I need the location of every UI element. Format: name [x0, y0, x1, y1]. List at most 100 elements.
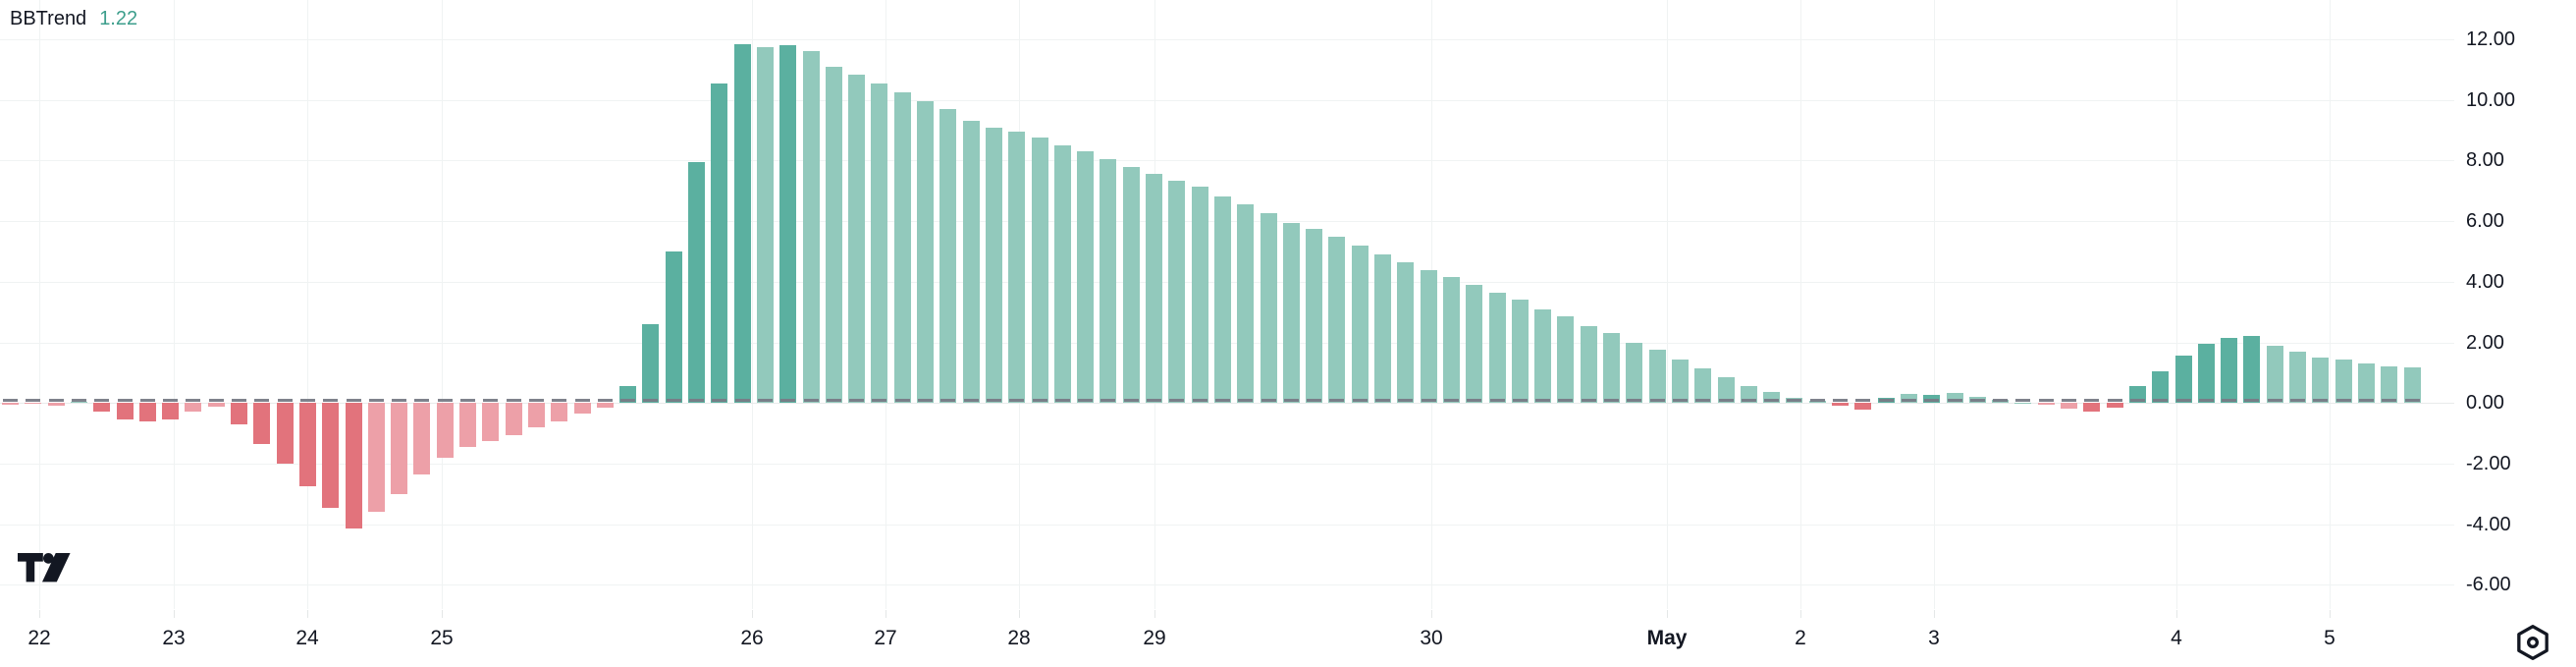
- bar-baseline-tick: [1032, 399, 1047, 403]
- histogram-bar: [138, 403, 156, 422]
- histogram-bar: [231, 403, 247, 424]
- bar-baseline-tick: [666, 399, 681, 403]
- bar-baseline-tick: [94, 399, 110, 403]
- bar-baseline-tick: [2222, 399, 2237, 403]
- price-axis-label: 8.00: [2466, 149, 2504, 172]
- time-axis-tick: [2330, 610, 2331, 618]
- time-axis-tick: [1019, 610, 1020, 618]
- gridline-vertical: [2330, 0, 2331, 609]
- bar-baseline-tick: [1307, 399, 1322, 403]
- bar-baseline-tick: [780, 399, 796, 403]
- bar-baseline-tick: [1443, 399, 1459, 403]
- histogram-bar: [1397, 261, 1415, 404]
- price-axis-label: 6.00: [2466, 210, 2504, 233]
- histogram-bar: [2381, 365, 2398, 404]
- histogram-bar: [1534, 308, 1552, 404]
- histogram-bar: [917, 101, 934, 404]
- histogram-bar: [93, 403, 111, 413]
- histogram-bar: [733, 43, 751, 404]
- bar-baseline-tick: [1123, 399, 1139, 403]
- histogram-bar: [1374, 254, 1391, 404]
- histogram-bar: [253, 403, 271, 444]
- bar-baseline-tick: [1901, 399, 1916, 403]
- time-axis-label: 25: [430, 627, 454, 649]
- gridline-vertical: [1667, 0, 1668, 609]
- histogram-bar: [1191, 186, 1208, 404]
- bar-baseline-tick: [1100, 399, 1116, 403]
- bar-baseline-tick: [1787, 399, 1802, 403]
- bar-baseline-tick: [1169, 399, 1185, 403]
- indicator-legend[interactable]: BBTrend 1.22: [10, 6, 137, 31]
- bar-baseline-tick: [1489, 399, 1505, 403]
- bar-baseline-tick: [1809, 399, 1825, 403]
- histogram-bar: [1923, 394, 1941, 404]
- histogram-bar: [1854, 403, 1872, 411]
- bar-baseline-tick: [232, 399, 246, 403]
- gridline-horizontal: [0, 160, 2454, 162]
- histogram-bar: [1466, 284, 1483, 404]
- histogram-bar: [185, 403, 202, 413]
- bar-baseline-tick: [1078, 399, 1094, 403]
- bar-baseline-tick: [2062, 399, 2076, 403]
- histogram-bar: [1053, 145, 1071, 404]
- bar-baseline-tick: [1947, 399, 1962, 403]
- bar-baseline-tick: [1467, 399, 1482, 403]
- bar-baseline-tick: [71, 399, 86, 403]
- bar-baseline-tick: [323, 399, 339, 403]
- bar-baseline-tick: [643, 399, 659, 403]
- gridline-vertical: [39, 0, 40, 609]
- histogram-bar: [1603, 333, 1620, 404]
- bar-baseline-tick: [414, 399, 430, 403]
- chart-settings-icon[interactable]: [2513, 623, 2552, 662]
- histogram-bar: [2357, 363, 2375, 404]
- histogram-bar: [527, 403, 545, 427]
- histogram-bar: [1420, 269, 1437, 404]
- price-axis-label: 10.00: [2466, 88, 2516, 111]
- histogram-bar: [1122, 166, 1140, 404]
- histogram-bar: [2083, 403, 2101, 413]
- histogram-bar: [1900, 393, 1917, 404]
- histogram-bar: [2174, 356, 2192, 404]
- histogram-bar: [47, 403, 65, 407]
- histogram-bar: [1832, 403, 1849, 407]
- histogram-bar: [756, 46, 774, 404]
- indicator-title: BBTrend: [10, 8, 87, 29]
- bar-baseline-tick: [2129, 399, 2145, 403]
- time-axis-label: 2: [1795, 627, 1806, 649]
- bar-baseline-tick: [963, 399, 979, 403]
- bar-baseline-tick: [918, 399, 933, 403]
- histogram-bar: [207, 403, 225, 407]
- histogram-bar: [1626, 342, 1643, 404]
- time-axis-label: 5: [2324, 627, 2335, 649]
- bar-baseline-tick: [1352, 399, 1368, 403]
- histogram-bar: [276, 403, 294, 464]
- bar-baseline-tick: [277, 399, 293, 403]
- bar-baseline-tick: [3, 399, 18, 403]
- bar-baseline-tick: [2313, 399, 2329, 403]
- histogram-bar: [2266, 345, 2283, 404]
- bar-baseline-tick: [26, 399, 41, 403]
- gridline-vertical: [442, 0, 443, 609]
- bar-baseline-tick: [1855, 399, 1871, 403]
- time-axis-tick: [1431, 610, 1432, 618]
- histogram-bar: [2061, 403, 2077, 409]
- time-axis-label: 3: [1928, 627, 1940, 649]
- time-axis-tick: [307, 610, 308, 618]
- bar-baseline-tick: [1192, 399, 1208, 403]
- plot-area[interactable]: [0, 0, 2454, 609]
- bar-baseline-tick: [1833, 399, 1848, 403]
- histogram-bar: [1077, 151, 1095, 404]
- histogram-bar: [1648, 350, 1666, 404]
- tradingview-logo[interactable]: [18, 552, 79, 591]
- bar-baseline-tick: [1147, 399, 1161, 403]
- bar-baseline-tick: [1421, 399, 1436, 403]
- price-axis[interactable]: 12.00 10.00 8.00 6.00 4.00 2.00 0.00 -2.00 -4.00…: [2454, 0, 2576, 609]
- time-axis[interactable]: 22 23 24 25 26 27 28 29 30 May 2 3 4 5: [0, 609, 2576, 667]
- time-axis-label: 27: [874, 627, 897, 649]
- histogram-bar: [2128, 386, 2146, 404]
- bar-baseline-tick: [940, 399, 956, 403]
- bar-baseline-tick: [2382, 399, 2397, 403]
- bar-baseline-tick: [1329, 399, 1345, 403]
- price-axis-label: -4.00: [2466, 513, 2511, 535]
- time-axis-label: 4: [2171, 627, 2182, 649]
